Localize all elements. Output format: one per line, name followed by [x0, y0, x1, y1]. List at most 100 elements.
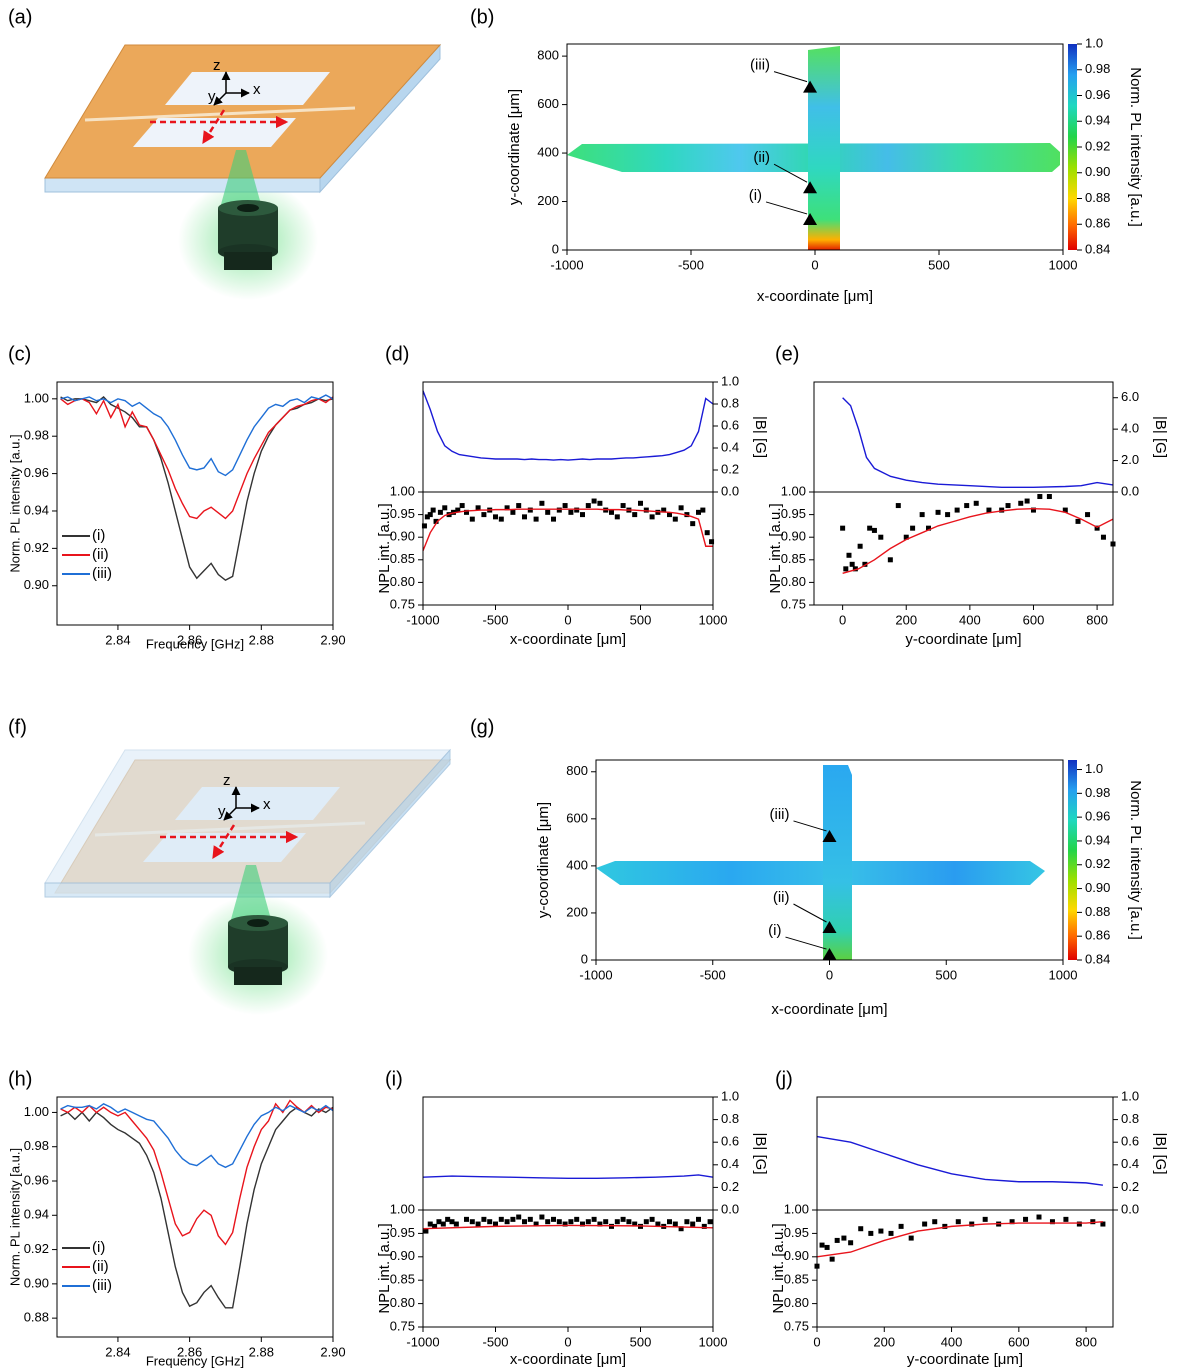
y-tick-label: 0.96	[24, 1172, 49, 1187]
scatter-point	[510, 509, 516, 515]
scatter-point	[690, 1221, 696, 1227]
map-region	[596, 861, 1045, 885]
scatter-point	[591, 498, 597, 504]
y-tick-label: 0.2	[721, 461, 739, 476]
scan-arrow	[211, 824, 236, 860]
scatter-point	[469, 516, 475, 522]
y-tick-label: 0.75	[390, 1318, 415, 1333]
y-tick-label: 0.8	[721, 1111, 739, 1126]
y-tick-label: 0.90	[390, 529, 415, 544]
marker-label: (ii)	[773, 889, 790, 906]
axes-frame	[813, 381, 1114, 493]
y-tick-label: 200	[537, 193, 559, 208]
y-tick-label: 1.00	[390, 1201, 415, 1216]
scatter-point	[1075, 518, 1081, 524]
scatter-point	[533, 516, 539, 522]
panel-label: (e)	[775, 343, 799, 365]
scatter-point	[878, 1228, 884, 1234]
colorbar-label: Norm. PL intensity [a.u.]	[1127, 67, 1144, 227]
objective	[234, 967, 282, 985]
marker	[822, 921, 837, 933]
scatter-point	[1100, 534, 1106, 540]
x-tick-label: 1000	[699, 1334, 728, 1349]
marker	[803, 181, 818, 194]
x-tick-label: 1000	[1049, 967, 1078, 982]
y-tick-label: 1.0	[1121, 1088, 1139, 1103]
x-axis-label: Frequency [GHz]	[146, 1353, 244, 1368]
objective-lens	[247, 919, 269, 927]
scatter-point	[442, 505, 448, 511]
y-axis-label: Norm. PL intensity [a.u.]	[7, 1148, 22, 1286]
axes-frame	[56, 1096, 334, 1338]
scatter-point	[678, 505, 684, 511]
x-tick-label: -500	[482, 612, 508, 627]
scatter-point	[620, 1216, 626, 1222]
x-tick-label: 500	[935, 967, 957, 982]
legend-label: (ii)	[92, 1258, 109, 1275]
scatter-point	[498, 516, 504, 522]
marker-label: (iii)	[750, 57, 770, 74]
scatter-point	[580, 1221, 585, 1227]
series-line	[816, 1135, 1104, 1186]
legend-label: (i)	[92, 1239, 105, 1256]
scatter-point	[867, 525, 873, 531]
axis-letter: z	[213, 57, 221, 74]
scatter-point	[574, 507, 580, 513]
scatter-point	[834, 1237, 840, 1243]
scatter-point	[945, 512, 951, 518]
x-axis-label: x-coordinate [μm]	[771, 1001, 887, 1018]
y-tick-label: 0.90	[781, 529, 806, 544]
x-tick-label: 200	[873, 1334, 895, 1349]
colorbar	[1068, 44, 1077, 250]
scatter-point	[545, 509, 551, 515]
y-axis-label: |B| [G]	[752, 1133, 769, 1175]
glass-side	[329, 748, 451, 899]
colorbar-label: Norm. PL intensity [a.u.]	[1127, 780, 1144, 940]
panel-label: (a)	[8, 6, 32, 28]
scatter-point	[649, 1216, 655, 1222]
x-tick-label: -1000	[579, 967, 612, 982]
scatter-point	[678, 1226, 684, 1232]
y-tick-label: 4.0	[1121, 421, 1139, 436]
marker-label: (i)	[768, 922, 781, 939]
scatter-point	[423, 1228, 429, 1234]
scatter-point	[1063, 1216, 1069, 1222]
y-axis-label: Norm. PL intensity [a.u.]	[7, 434, 22, 572]
scatter-point	[632, 512, 638, 518]
legend-label: (iii)	[92, 1277, 112, 1294]
scatter-point	[424, 514, 430, 520]
scatter-point	[999, 507, 1005, 513]
x-tick-label: 0	[839, 612, 846, 627]
y-tick-label: 0.80	[784, 1295, 809, 1310]
axes-frame	[56, 381, 334, 626]
series-line	[842, 508, 1114, 575]
x-tick-label: 2.86	[177, 632, 202, 647]
y-tick-label: 0.90	[24, 577, 49, 592]
x-tick-label: -500	[678, 257, 704, 272]
scatter-point	[449, 1219, 455, 1225]
y-tick-label: 200	[566, 904, 588, 919]
scatter-point	[709, 539, 715, 545]
scatter-point	[898, 1223, 904, 1229]
x-tick-label: 500	[630, 612, 652, 627]
annotation-arrow	[773, 71, 808, 83]
objective	[224, 252, 272, 270]
x-tick-label: 200	[895, 612, 917, 627]
marker	[822, 829, 837, 842]
scatter-point	[585, 1219, 591, 1225]
scatter-point	[440, 1221, 446, 1227]
y-tick-label: 0.6	[721, 1134, 739, 1149]
scatter-point	[846, 552, 852, 558]
y-tick-label: 0.95	[784, 1225, 809, 1240]
x-axis-label: x-coordinate [μm]	[757, 288, 873, 305]
scatter-point	[597, 1221, 603, 1227]
scatter-point	[871, 527, 877, 533]
scatter-point	[475, 505, 481, 511]
y-axis-label: NPL int. [a.u.]	[767, 503, 784, 593]
scatter-point	[667, 512, 672, 518]
scatter-point	[609, 509, 614, 515]
y-axis-label: y-coordinate [μm]	[535, 802, 552, 918]
marker	[803, 212, 818, 225]
y-tick-label: 0.88	[1085, 904, 1110, 919]
x-tick-label: 0	[564, 612, 571, 627]
